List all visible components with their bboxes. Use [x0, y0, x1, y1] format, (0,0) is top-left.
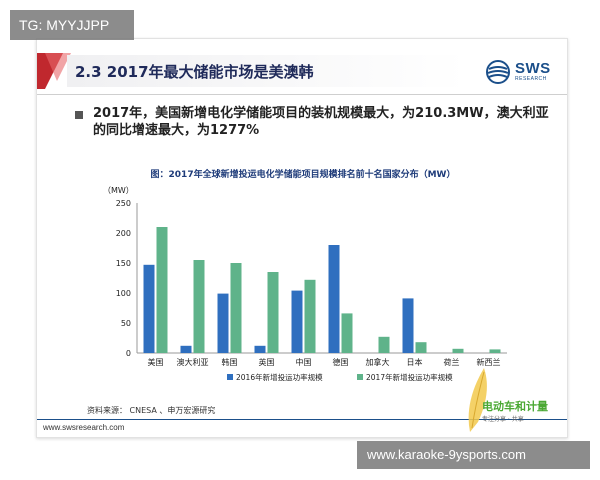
legend-label: 2017年新增投运功率规模: [366, 372, 453, 382]
slide-title: 2.3 2017年最大储能市场是美澳韩: [75, 63, 314, 81]
title-band: [67, 55, 467, 87]
y-tick-label: 250: [116, 199, 131, 208]
y-axis-unit: （MW）: [103, 186, 134, 195]
x-tick-label: 韩国: [222, 357, 238, 367]
y-tick-label: 200: [116, 229, 131, 238]
x-tick-label: 德国: [333, 357, 349, 367]
bar-2016: [217, 293, 229, 353]
chart-title: 图：2017年全球新增投运电化学储能项目规模排名前十名国家分布（MW）: [150, 170, 456, 180]
x-tick-label: 美国: [148, 357, 164, 367]
x-tick-label: 荷兰: [444, 357, 460, 367]
legend-label: 2016年新增投运功率规模: [236, 372, 323, 382]
bar-2016: [402, 298, 414, 353]
x-tick-label: 英国: [259, 357, 275, 367]
bar-2017: [341, 313, 353, 353]
x-tick-label: 日本: [407, 357, 423, 367]
bar-2017: [378, 336, 390, 353]
y-tick-label: 150: [116, 259, 131, 268]
bar-2017: [230, 263, 242, 353]
title-bar: 2.3 2017年最大储能市场是美澳韩 SWS RESEARCH: [37, 49, 567, 93]
footer-line: [37, 419, 567, 420]
legend-swatch: [357, 374, 363, 380]
bar-2017: [452, 348, 464, 353]
bar-2016: [291, 290, 303, 353]
wechat-stamp: 电动车和计量 专注分享 · 共享: [458, 362, 578, 434]
bar-2017: [267, 272, 279, 353]
bar-2016: [143, 264, 155, 353]
y-tick-label: 50: [121, 319, 131, 328]
sws-logo: SWS RESEARCH: [485, 57, 565, 87]
bar-2017: [156, 227, 168, 353]
title-divider: [37, 94, 567, 95]
x-tick-label: 中国: [296, 357, 312, 367]
watermark-top: TG: MYYJJPP: [10, 10, 134, 40]
slide: 2.3 2017年最大储能市场是美澳韩 SWS RESEARCH 2017年，美…: [36, 38, 568, 438]
y-tick-label: 0: [126, 349, 131, 358]
bar-2017: [415, 342, 427, 353]
footer: www.swsresearch.com: [37, 419, 567, 437]
globe-icon: [486, 60, 510, 84]
logo-text: SWS: [515, 60, 551, 77]
bar-2017: [489, 349, 501, 353]
stamp-subtitle: 专注分享 · 共享: [482, 416, 524, 423]
legend-swatch: [227, 374, 233, 380]
watermark-bottom: www.karaoke-9ysports.com: [357, 441, 590, 469]
bullet-text: 2017年，美国新增电化学储能项目的装机规模最大，为210.3MW，澳大利亚的同…: [93, 106, 549, 138]
bullet-square-icon: [75, 111, 83, 119]
footer-url: www.swsresearch.com: [43, 423, 125, 432]
logo-subtext: RESEARCH: [515, 76, 547, 82]
red-accent-shape: [37, 53, 71, 89]
x-tick-label: 加拿大: [366, 357, 390, 367]
bar-chart: 0 50 100 150 200 250 美国 澳大利亚 韩国 英国 中国 德国 加拿大 日本 荷兰 新西兰 2…: [116, 199, 507, 382]
bar-2016: [328, 245, 340, 353]
x-tick-label: 新西兰: [477, 357, 501, 367]
bar-2016: [180, 345, 192, 353]
stamp-title: 电动车和计量: [482, 400, 548, 413]
leaf-icon: [468, 368, 487, 432]
bar-2016: [254, 345, 266, 353]
x-tick-label: 澳大利亚: [177, 357, 209, 367]
y-tick-label: 100: [116, 289, 131, 298]
bar-2017: [193, 260, 205, 353]
bar-2017: [304, 279, 316, 353]
source-note: 资料来源： CNESA 、申万宏源研究: [87, 406, 216, 415]
